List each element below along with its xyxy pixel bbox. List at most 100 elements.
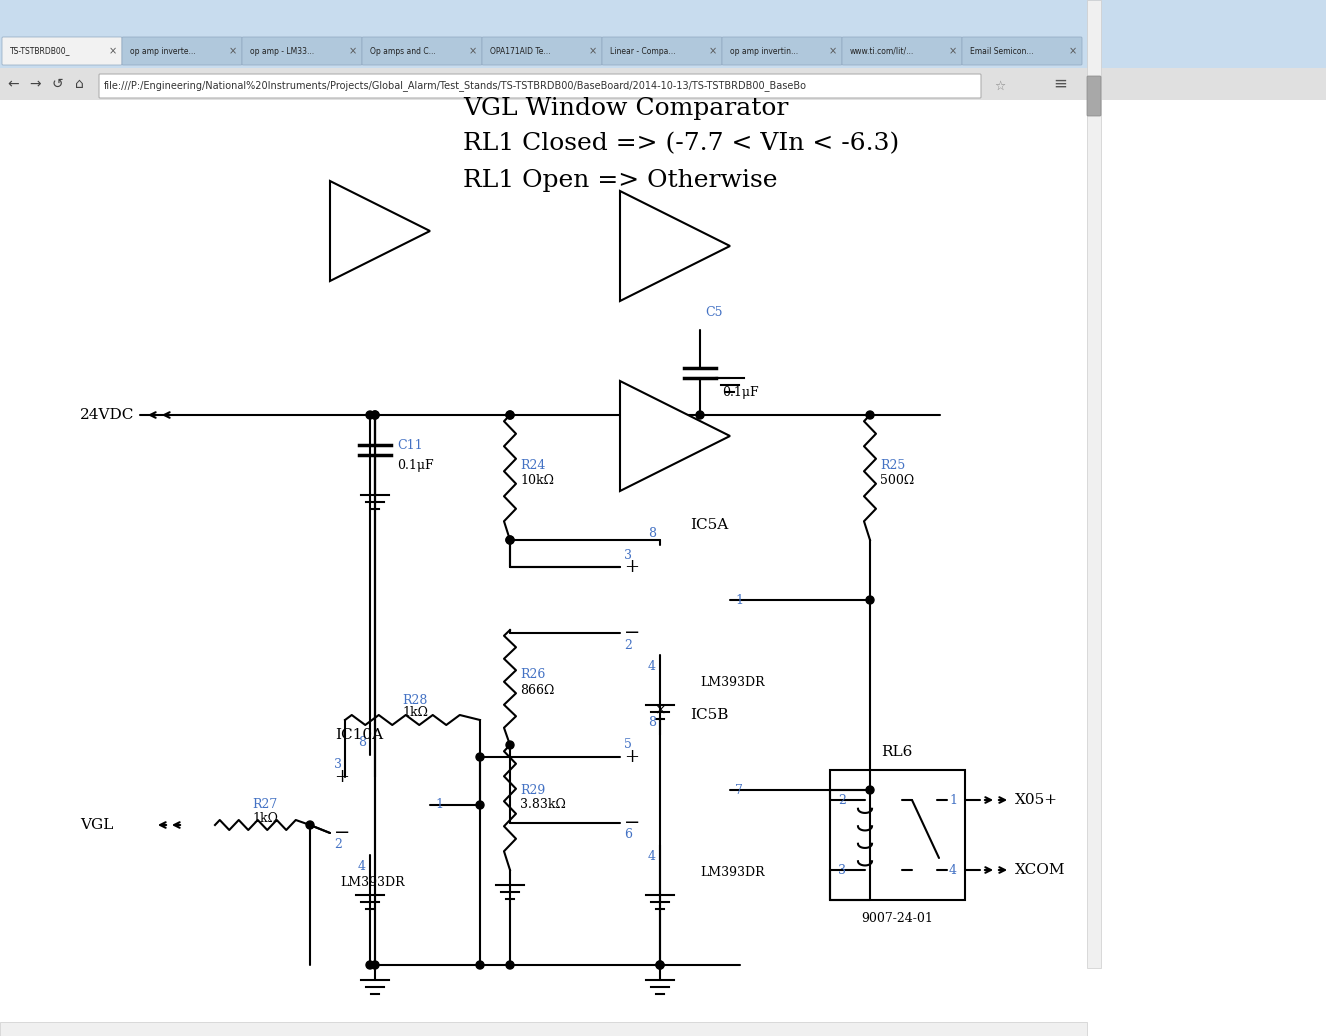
FancyBboxPatch shape (481, 37, 602, 65)
Circle shape (366, 961, 374, 969)
Text: 9007-24-01: 9007-24-01 (861, 912, 934, 924)
Text: 0.1μF: 0.1μF (396, 459, 434, 471)
FancyBboxPatch shape (721, 37, 842, 65)
Text: file:///P:/Engineering/National%20Instruments/Projects/Global_Alarm/Test_Stands/: file:///P:/Engineering/National%20Instru… (103, 81, 808, 91)
Text: 1: 1 (435, 799, 443, 811)
Text: 5: 5 (625, 739, 633, 751)
Text: op amp inverte...: op amp inverte... (130, 47, 196, 56)
Circle shape (371, 411, 379, 419)
Circle shape (371, 411, 379, 419)
Text: 2: 2 (838, 794, 846, 806)
Circle shape (476, 753, 484, 761)
Circle shape (507, 536, 514, 544)
Text: LM393DR: LM393DR (700, 866, 765, 880)
Bar (0, 0, 1326, 68)
Text: −: − (623, 814, 640, 832)
Circle shape (656, 961, 664, 969)
Circle shape (866, 786, 874, 794)
Circle shape (507, 741, 514, 749)
Text: 2: 2 (334, 838, 342, 852)
Text: op amp - LM33...: op amp - LM33... (251, 47, 314, 56)
Text: XCOM: XCOM (1014, 863, 1066, 877)
Text: 10kΩ: 10kΩ (520, 473, 554, 487)
Text: X05+: X05+ (1014, 793, 1058, 807)
Bar (0, 1021, 1087, 1036)
Text: 4: 4 (358, 861, 366, 873)
Text: RL6: RL6 (882, 745, 912, 759)
Text: 8: 8 (648, 526, 656, 540)
Text: C5: C5 (705, 306, 723, 318)
FancyBboxPatch shape (3, 37, 122, 65)
Text: ×: × (829, 46, 837, 56)
Circle shape (306, 821, 314, 829)
Text: OPA171AID Te...: OPA171AID Te... (491, 47, 550, 56)
FancyBboxPatch shape (122, 37, 243, 65)
Text: www.ti.com/lit/...: www.ti.com/lit/... (850, 47, 914, 56)
Text: 2: 2 (625, 638, 633, 652)
Text: −: − (334, 824, 350, 842)
Text: 3: 3 (625, 548, 633, 562)
Text: 1kΩ: 1kΩ (252, 811, 278, 825)
Text: Email Semicon...: Email Semicon... (971, 47, 1033, 56)
Text: RL1 Open => Otherwise: RL1 Open => Otherwise (463, 169, 777, 192)
Text: 24VDC: 24VDC (80, 408, 134, 422)
Circle shape (866, 411, 874, 419)
Text: VGL Window Comparator: VGL Window Comparator (463, 96, 789, 119)
Text: ×: × (949, 46, 957, 56)
Polygon shape (621, 191, 731, 301)
Text: VGL: VGL (80, 818, 114, 832)
Text: 0.1μF: 0.1μF (721, 386, 758, 399)
Text: ×: × (589, 46, 597, 56)
Text: R28: R28 (402, 693, 427, 707)
Circle shape (371, 961, 379, 969)
Text: C11: C11 (396, 438, 423, 452)
Bar (830, 770, 965, 900)
Circle shape (507, 411, 514, 419)
Text: R26: R26 (520, 668, 545, 682)
Text: 4: 4 (648, 661, 656, 673)
Text: ←: ← (7, 77, 19, 91)
Circle shape (476, 801, 484, 809)
Text: −: − (623, 624, 640, 642)
Text: Op amps and C...: Op amps and C... (370, 47, 436, 56)
Text: IC5B: IC5B (690, 708, 728, 722)
Polygon shape (330, 181, 430, 281)
Circle shape (476, 961, 484, 969)
FancyBboxPatch shape (243, 37, 362, 65)
Text: 3.83kΩ: 3.83kΩ (520, 799, 566, 811)
FancyBboxPatch shape (842, 37, 961, 65)
Text: LM393DR: LM393DR (339, 876, 404, 890)
Polygon shape (621, 381, 731, 491)
Text: 6: 6 (625, 829, 633, 841)
Text: R24: R24 (520, 459, 545, 471)
Text: LM393DR: LM393DR (700, 677, 765, 690)
Text: ×: × (709, 46, 717, 56)
Text: Linear - Compa...: Linear - Compa... (610, 47, 675, 56)
Text: 1: 1 (735, 594, 743, 606)
FancyBboxPatch shape (602, 37, 721, 65)
Text: 4: 4 (648, 851, 656, 863)
Text: ≡: ≡ (1053, 75, 1067, 93)
Text: 3: 3 (334, 758, 342, 772)
FancyBboxPatch shape (99, 74, 981, 98)
Text: +: + (625, 748, 639, 766)
Text: 1kΩ: 1kΩ (402, 707, 428, 719)
Circle shape (866, 596, 874, 604)
Text: →: → (29, 77, 41, 91)
Text: ⌂: ⌂ (74, 77, 84, 91)
FancyBboxPatch shape (961, 37, 1082, 65)
Bar (0, 0, 1326, 68)
Text: ×: × (654, 703, 666, 717)
Text: 4: 4 (949, 863, 957, 876)
Text: 7: 7 (735, 783, 743, 797)
Circle shape (507, 961, 514, 969)
Text: op amp invertin...: op amp invertin... (731, 47, 798, 56)
Text: 500Ω: 500Ω (880, 473, 914, 487)
Circle shape (507, 411, 514, 419)
Text: ×: × (109, 46, 117, 56)
Text: ×: × (229, 46, 237, 56)
Bar (1087, 0, 1101, 968)
Text: ↺: ↺ (52, 77, 62, 91)
Text: 8: 8 (648, 717, 656, 729)
Text: ×: × (1069, 46, 1077, 56)
